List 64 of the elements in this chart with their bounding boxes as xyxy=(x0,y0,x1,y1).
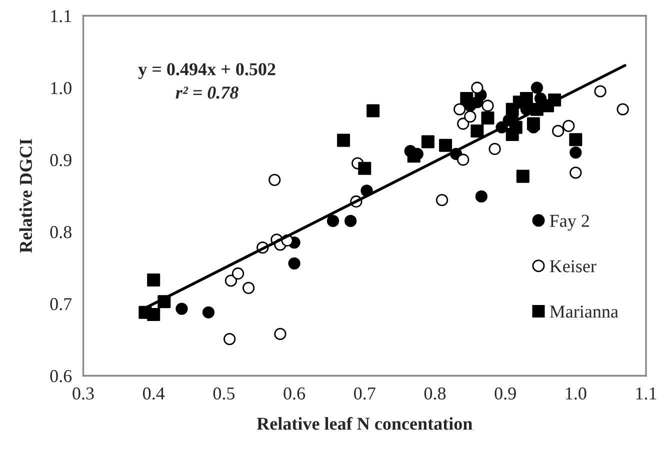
annotation: y = 0.494x + 0.502 xyxy=(138,63,276,80)
point xyxy=(460,92,474,106)
x-tick-label: 0.8 xyxy=(424,387,446,400)
point xyxy=(569,133,582,146)
point xyxy=(242,282,255,294)
point xyxy=(482,100,494,112)
legend-label: Fay 2 xyxy=(550,214,589,231)
y-tick-label: 0.7 xyxy=(50,298,72,310)
point xyxy=(481,111,494,124)
point xyxy=(232,267,244,280)
point xyxy=(147,308,160,322)
y-tick-label: 1.0 xyxy=(51,82,72,94)
point xyxy=(488,142,501,156)
x-tick-label: 1.1 xyxy=(636,387,656,400)
point xyxy=(594,85,606,98)
point xyxy=(358,162,372,175)
point xyxy=(464,110,476,123)
y-tick-label: 0.8 xyxy=(50,226,72,238)
point xyxy=(326,214,340,228)
point xyxy=(439,138,452,152)
point xyxy=(288,257,300,270)
point xyxy=(176,302,188,315)
point xyxy=(436,194,448,206)
point xyxy=(337,134,350,147)
x-tick-label: 0.6 xyxy=(284,387,306,400)
point xyxy=(475,190,488,203)
x-tick-label: 1.0 xyxy=(566,387,586,400)
point xyxy=(570,146,582,159)
point xyxy=(516,170,530,183)
annotation: r² = 0.78 xyxy=(176,86,238,99)
point xyxy=(562,120,575,132)
point xyxy=(471,82,484,94)
point xyxy=(552,124,564,138)
point xyxy=(570,166,582,179)
point xyxy=(506,128,519,142)
point xyxy=(344,214,357,228)
legend-label: Keiser xyxy=(550,260,596,272)
point xyxy=(520,92,533,106)
y-axis-title: Relative DGCI xyxy=(19,138,32,253)
x-tick-label: 0.7 xyxy=(354,387,376,400)
point xyxy=(202,306,215,318)
point xyxy=(223,332,236,346)
point xyxy=(457,154,470,166)
x-tick-label: 0.5 xyxy=(213,387,235,400)
x-tick-label: 0.9 xyxy=(494,387,516,400)
point xyxy=(366,104,380,118)
x-axis-title: Relative leaf N concentation xyxy=(256,416,472,430)
point xyxy=(530,82,544,94)
point xyxy=(454,103,466,116)
y-tick-label: 0.6 xyxy=(50,370,72,382)
point xyxy=(274,328,286,340)
point xyxy=(470,124,484,138)
y-tick-label: 0.9 xyxy=(50,154,72,166)
point xyxy=(421,135,434,148)
point xyxy=(147,273,160,286)
point xyxy=(224,274,238,287)
legend-label: Marianna xyxy=(550,306,618,318)
point xyxy=(268,174,281,186)
x-tick-label: 0.3 xyxy=(72,387,94,400)
y-tick-label: 1.1 xyxy=(51,10,72,22)
point xyxy=(616,103,629,116)
point xyxy=(526,117,540,130)
x-tick-label: 0.4 xyxy=(143,387,165,400)
point xyxy=(457,118,470,130)
